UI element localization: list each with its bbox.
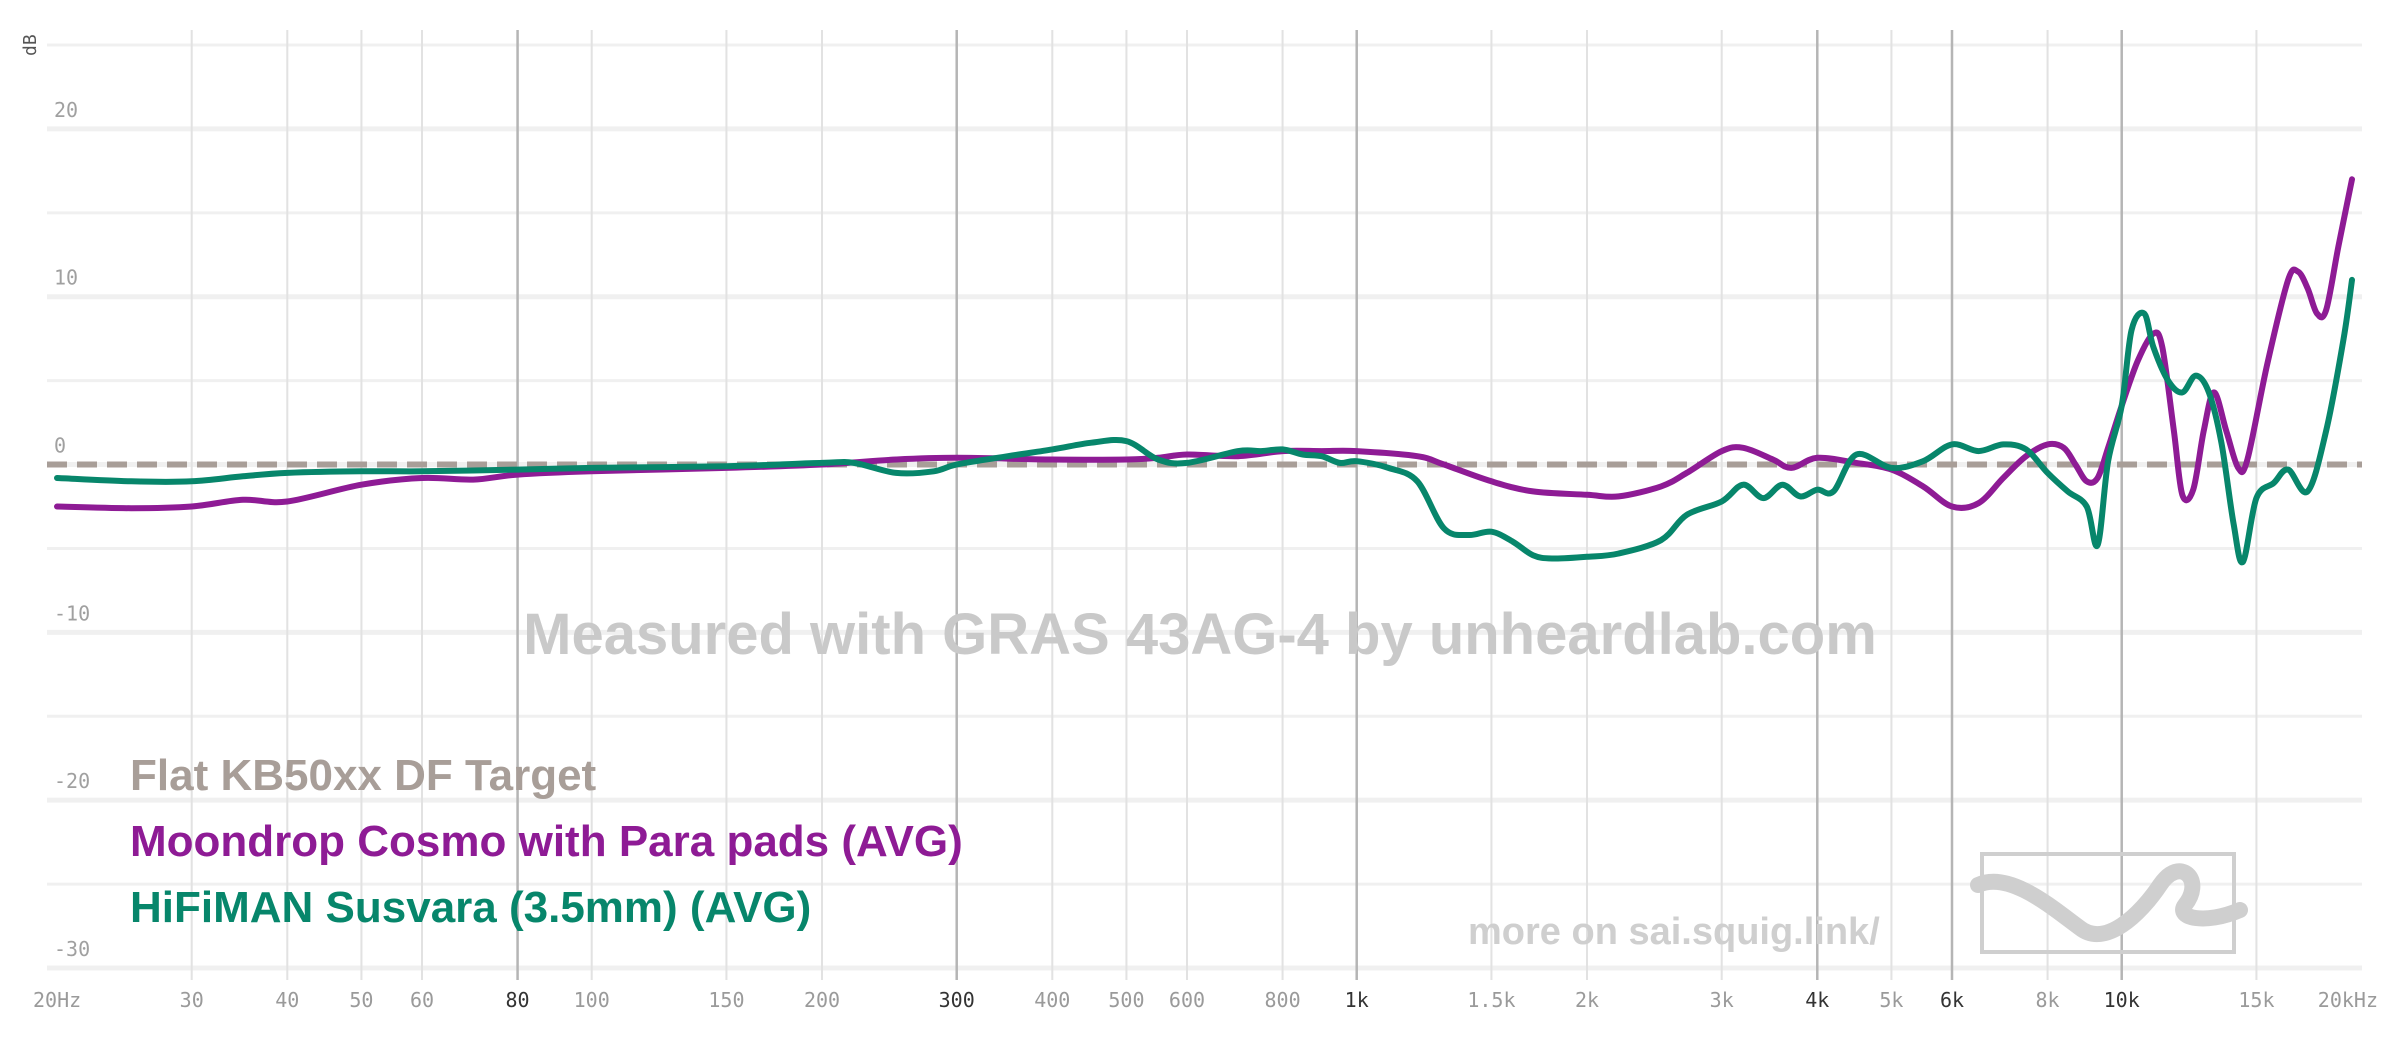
x-tick-label: 40 (275, 988, 299, 1012)
x-tick-label: 3k (1710, 988, 1734, 1012)
x-tick-label: 200 (804, 988, 840, 1012)
x-tick-label: 80 (506, 988, 530, 1012)
squiglink-link-text[interactable]: more on sai.squig.link/ (1468, 911, 1880, 953)
x-tick-label: 150 (708, 988, 744, 1012)
x-tick-label: 4k (1805, 988, 1829, 1012)
x-tick-label: 500 (1108, 988, 1144, 1012)
x-tick-label: 6k (1940, 988, 1964, 1012)
squiglink-logo-icon[interactable] (1970, 852, 2248, 954)
x-tick-label: 30 (180, 988, 204, 1012)
x-tick-label: 8k (2036, 988, 2060, 1012)
x-axis-ticks: 20Hz 30 40 50 60 80 100 150 200 300 400 500 600 800 1k… (33, 988, 2378, 1012)
x-tick-label: 300 (939, 988, 975, 1012)
x-tick-label: 10k (2104, 988, 2140, 1012)
x-tick-label: 5k (1879, 988, 1903, 1012)
x-tick-label: 1k (1345, 988, 1369, 1012)
legend: Flat KB50xx DF Target Moondrop Cosmo with… (130, 751, 963, 932)
y-tick-label: 10 (54, 266, 78, 290)
x-tick-label: 15k (2238, 988, 2274, 1012)
legend-entry: Moondrop Cosmo with Para pads (AVG) (130, 817, 963, 866)
y-tick-label: 20 (54, 98, 78, 122)
legend-entry: Flat KB50xx DF Target (130, 751, 597, 800)
y-tick-label: -30 (54, 937, 90, 961)
x-tick-label: 800 (1265, 988, 1301, 1012)
x-tick-label: 2k (1575, 988, 1599, 1012)
y-tick-label: -20 (54, 769, 90, 793)
x-tick-label: 20kHz (2318, 988, 2378, 1012)
series-line (54, 276, 2355, 566)
x-tick-label: 400 (1034, 988, 1070, 1012)
x-tick-label: 20Hz (33, 988, 81, 1012)
horizontal-gridlines (47, 43, 2362, 971)
y-axis-ticks: 20 10 0 -10 -20 -30 (54, 98, 90, 961)
series-layer (47, 176, 2362, 566)
x-tick-label: 60 (410, 988, 434, 1012)
x-tick-label: 600 (1169, 988, 1205, 1012)
x-tick-label: 1.5k (1467, 988, 1515, 1012)
legend-entry: HiFiMAN Susvara (3.5mm) (AVG) (130, 883, 811, 932)
y-axis-unit-label: dB (20, 34, 41, 56)
x-tick-label: 100 (574, 988, 610, 1012)
watermark-text: Measured with GRAS 43AG-4 by unheardlab.… (523, 602, 1877, 667)
y-tick-label: 0 (54, 434, 66, 458)
y-tick-label: -10 (54, 601, 90, 625)
x-tick-label: 50 (349, 988, 373, 1012)
